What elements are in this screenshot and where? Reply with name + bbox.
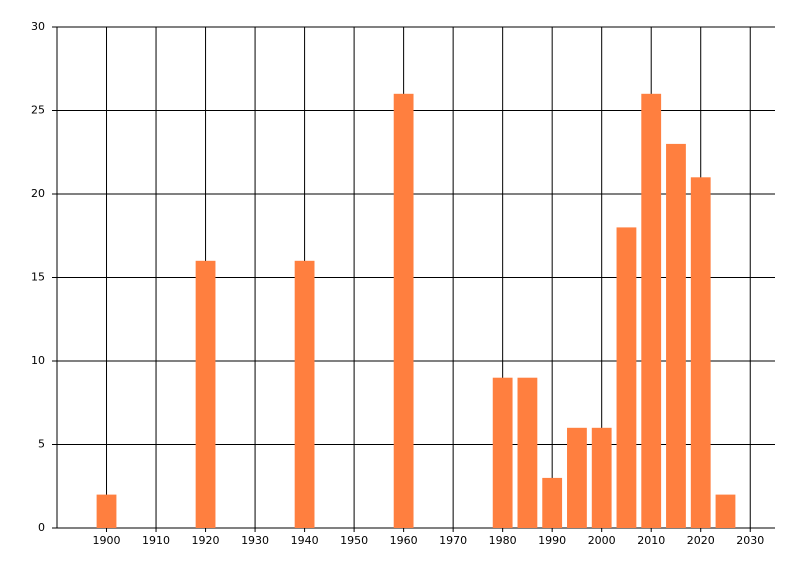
x-tick-label: 2020 <box>687 534 715 547</box>
bar <box>666 143 686 528</box>
y-tick-label: 10 <box>31 354 45 367</box>
bar <box>492 377 513 528</box>
bar <box>96 494 117 528</box>
x-tick-label: 1960 <box>390 534 418 547</box>
bar <box>715 494 736 528</box>
bar <box>294 260 315 528</box>
x-tick-label: 2000 <box>588 534 616 547</box>
y-tick-label: 25 <box>31 104 45 117</box>
y-tick-label: 5 <box>38 438 45 451</box>
x-tick-label: 1980 <box>489 534 517 547</box>
x-tick-label: 1950 <box>340 534 368 547</box>
x-tick-label: 1910 <box>142 534 170 547</box>
bar <box>517 377 538 528</box>
bar <box>393 93 414 529</box>
bar <box>542 477 563 528</box>
y-tick-label: 0 <box>38 521 45 534</box>
x-tick-label: 1970 <box>439 534 467 547</box>
x-tick-label: 1990 <box>538 534 566 547</box>
bar <box>616 227 637 528</box>
y-tick-label: 15 <box>31 271 45 284</box>
bar <box>641 93 662 529</box>
x-tick-label: 2010 <box>637 534 665 547</box>
y-tick-label: 20 <box>31 187 45 200</box>
x-tick-label: 1930 <box>241 534 269 547</box>
x-tick-label: 1920 <box>192 534 220 547</box>
y-tick-label: 30 <box>31 20 45 33</box>
bar <box>690 177 711 529</box>
x-tick-label: 1900 <box>93 534 121 547</box>
bar <box>591 427 612 528</box>
x-tick-label: 2030 <box>736 534 764 547</box>
bar <box>567 427 587 528</box>
x-tick-label: 1940 <box>291 534 319 547</box>
bar <box>195 260 216 528</box>
